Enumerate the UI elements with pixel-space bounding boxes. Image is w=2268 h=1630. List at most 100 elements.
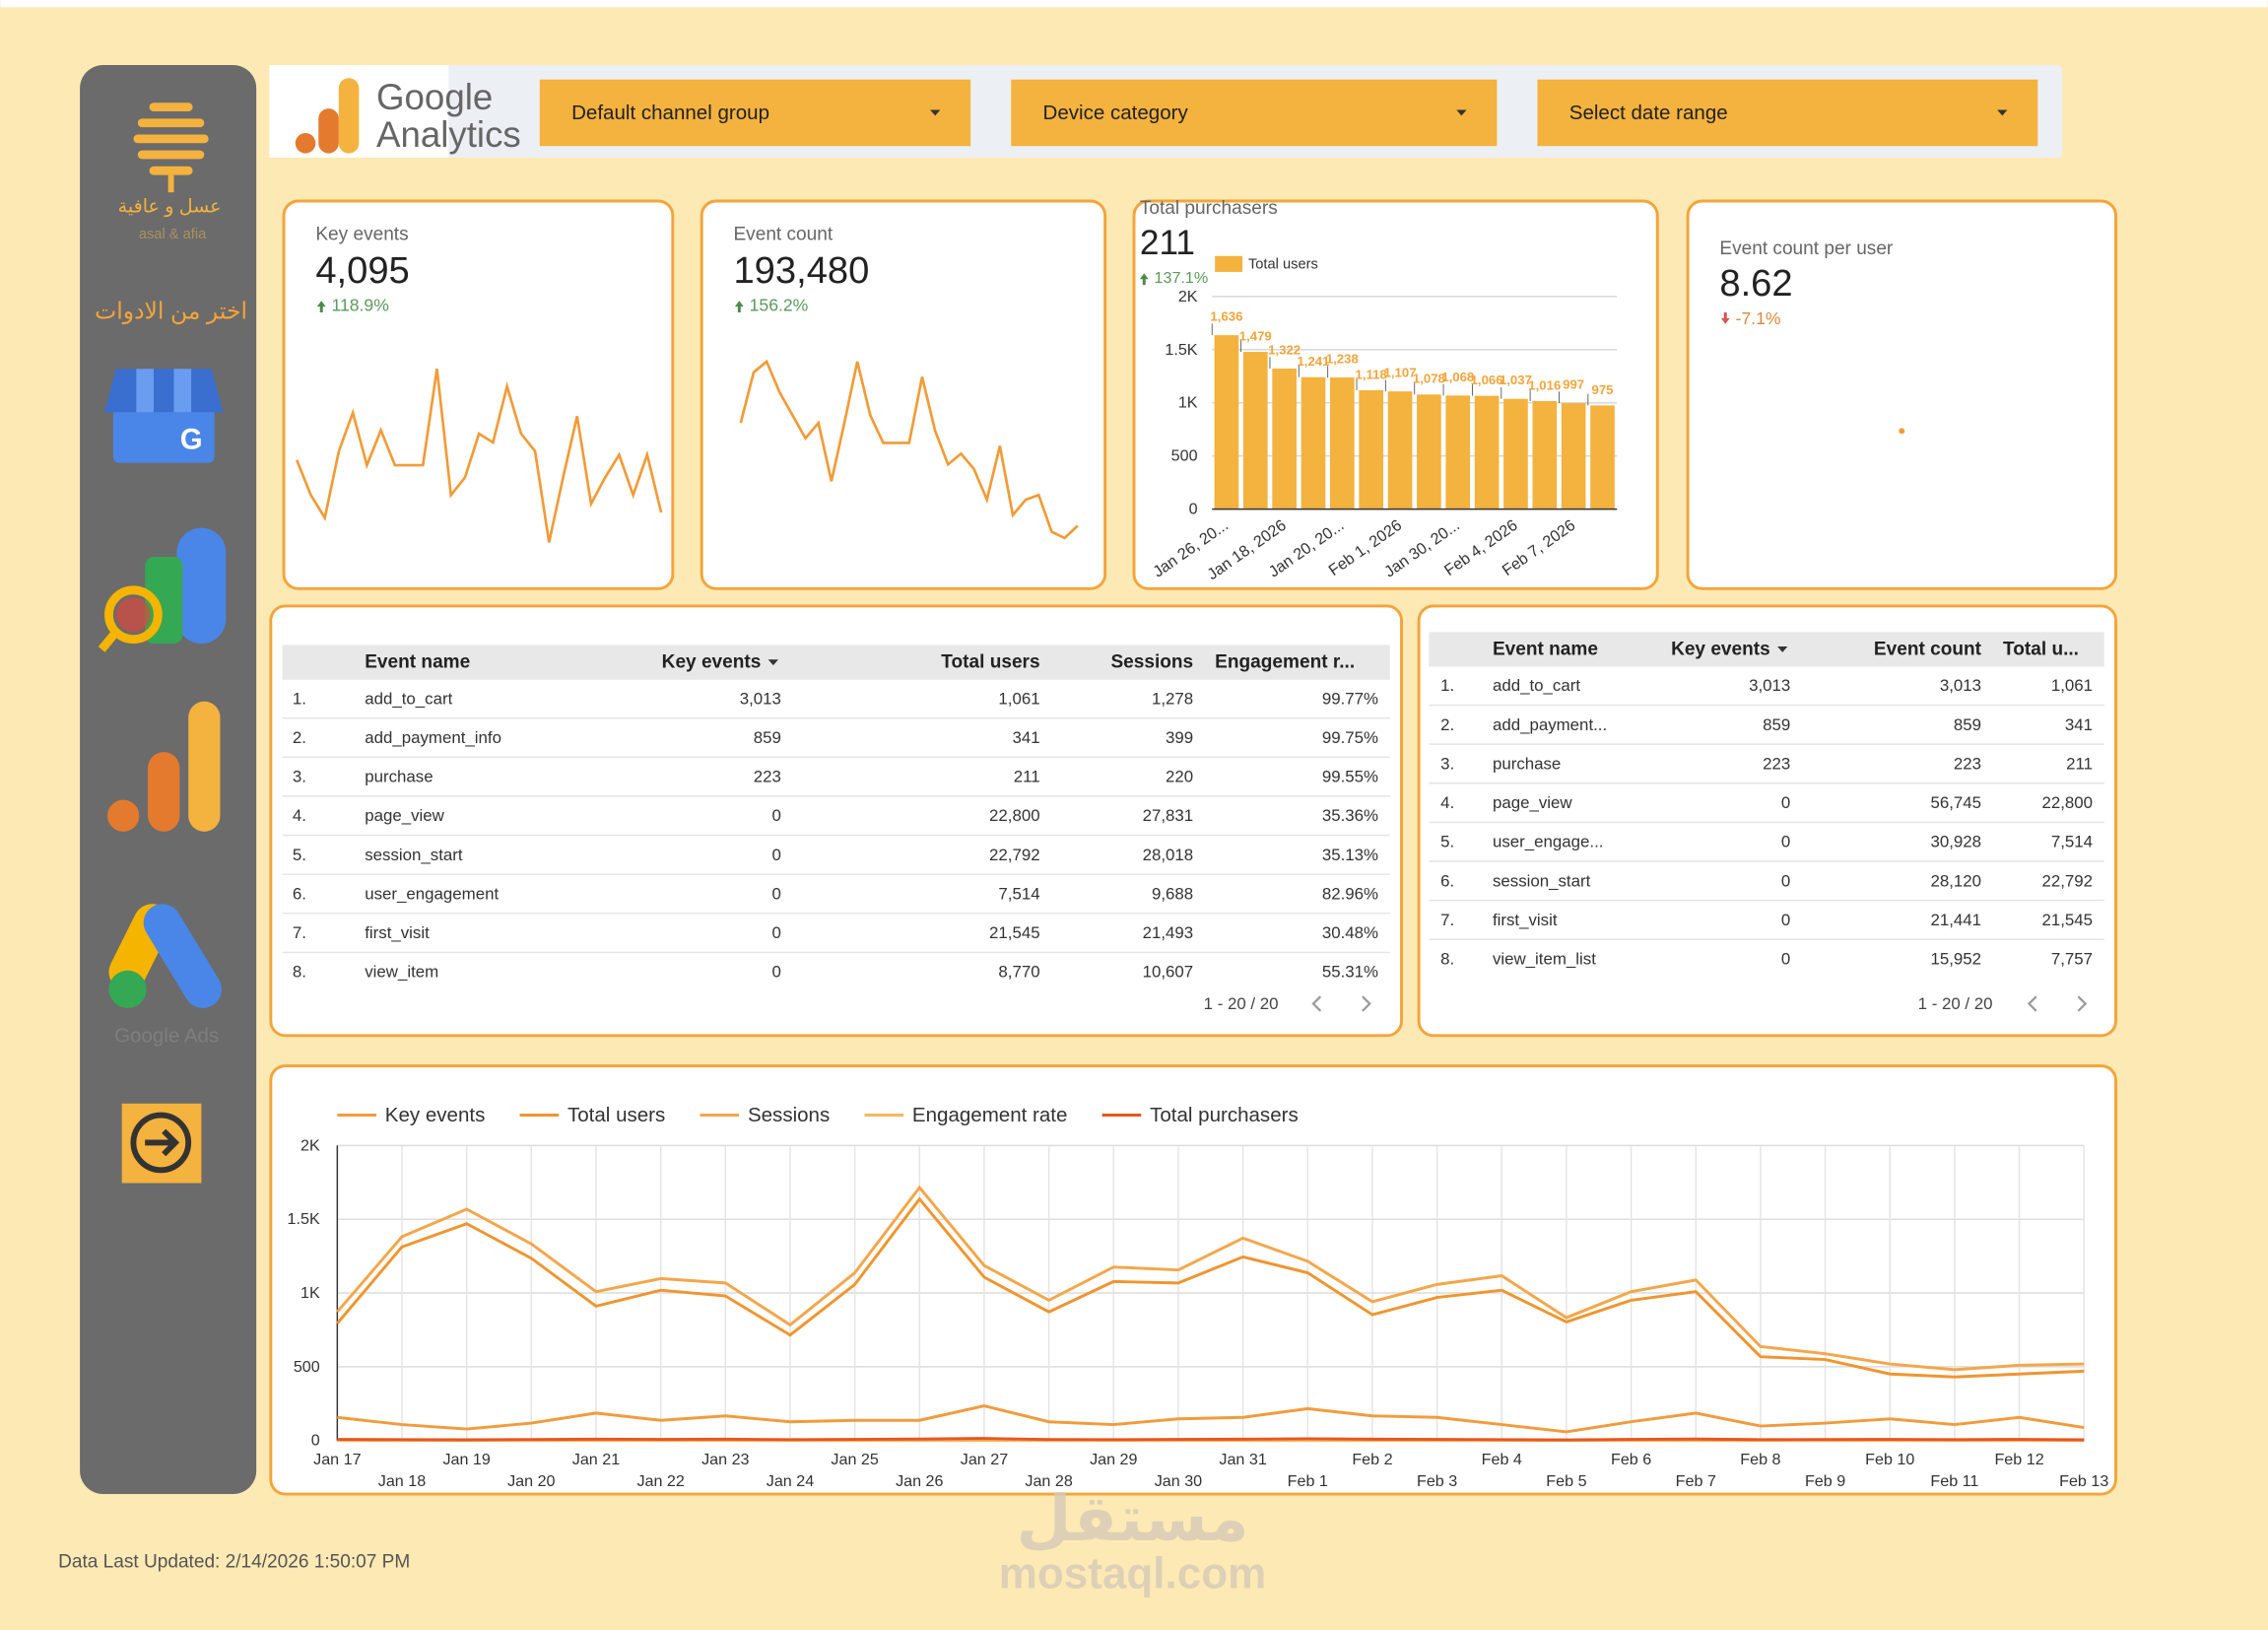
table-cell: 15,952 xyxy=(1930,950,1981,969)
bar xyxy=(1562,403,1586,509)
scorecard-value: 8.62 xyxy=(1719,262,1792,305)
row-index: 5. xyxy=(1440,833,1454,851)
y-tick-label: 0 xyxy=(311,1432,320,1450)
row-index: 6. xyxy=(293,884,306,903)
table-cell: 1,061 xyxy=(998,689,1039,708)
table-cell: 21,545 xyxy=(989,923,1040,942)
y-tick-label: 500 xyxy=(1171,447,1198,465)
table-cell: 7,514 xyxy=(998,884,1039,903)
x-tick-label: Feb 13 xyxy=(2059,1472,2108,1490)
brand-arabic: عسل و عافية xyxy=(118,196,222,217)
next-button[interactable] xyxy=(122,1104,202,1184)
table-cell: 55.31% xyxy=(1322,963,1378,982)
legend-label[interactable]: Key events xyxy=(385,1104,486,1126)
column-header[interactable]: Total users xyxy=(941,652,1039,673)
table-cell: add_payment_info xyxy=(365,728,501,747)
table-cell: 399 xyxy=(1166,728,1193,747)
table-cell: session_start xyxy=(365,846,463,864)
row-index: 4. xyxy=(1440,793,1454,812)
table-cell: 35.36% xyxy=(1322,806,1378,825)
x-tick-label: Jan 25 xyxy=(831,1451,878,1468)
bar xyxy=(1475,396,1500,509)
x-tick-label: Jan 20 xyxy=(507,1472,555,1490)
column-header[interactable]: Sessions xyxy=(1110,652,1193,673)
brand-english: asal & afia xyxy=(139,227,207,242)
x-tick-label: Jan 22 xyxy=(636,1472,684,1490)
table-cell: purchase xyxy=(1493,754,1561,773)
dot xyxy=(1899,428,1904,434)
table-cell: 0 xyxy=(772,884,781,903)
legend-label[interactable]: Total purchasers xyxy=(1150,1104,1299,1126)
watermark-arabic: مستقل xyxy=(1016,1483,1248,1554)
y-tick-label: 1K xyxy=(1178,394,1198,412)
table-cell: 30.48% xyxy=(1322,923,1378,942)
scorecard-label: Event count xyxy=(733,224,833,244)
table-cell: page_view xyxy=(1493,793,1572,812)
y-tick-label: 2K xyxy=(300,1136,320,1154)
table-cell: view_item xyxy=(365,963,438,982)
pagination: 1 - 20 / 20 xyxy=(1918,994,1993,1013)
svg-text:G: G xyxy=(180,424,203,456)
column-header[interactable]: Key events xyxy=(662,652,762,673)
legend-label[interactable]: Total users xyxy=(567,1104,665,1126)
table-cell: 0 xyxy=(772,846,781,864)
table-cell: add_to_cart xyxy=(365,689,452,708)
table-cell: 3,013 xyxy=(740,689,781,708)
x-tick-label: Feb 12 xyxy=(1994,1451,2043,1468)
table-cell: 1,278 xyxy=(1152,689,1193,708)
value-label: 1,037 xyxy=(1500,373,1532,387)
x-tick-label: Feb 8 xyxy=(1740,1451,1780,1468)
table-cell: 1,061 xyxy=(2051,676,2093,695)
row-index: 6. xyxy=(1440,871,1454,890)
column-header[interactable]: Event name xyxy=(365,652,470,673)
table-cell: 30,928 xyxy=(1930,833,1981,851)
value-label: 1,078 xyxy=(1413,372,1445,386)
column-header[interactable]: Key events xyxy=(1671,639,1770,659)
value-label: 1,636 xyxy=(1210,309,1242,324)
series-line xyxy=(337,1439,2084,1440)
scorecard-change: 118.9% xyxy=(331,296,389,315)
table-cell: session_start xyxy=(1493,871,1591,890)
x-tick-label: Feb 2 xyxy=(1352,1451,1392,1468)
table-cell: 859 xyxy=(1954,715,1981,734)
y-tick-label: 0 xyxy=(1189,501,1198,518)
bar xyxy=(1330,377,1355,509)
table-cell: 8,770 xyxy=(998,963,1039,982)
table-cell: 22,792 xyxy=(2041,871,2093,890)
last-updated: Data Last Updated: 2/14/2026 1:50:07 PM xyxy=(58,1552,410,1573)
value-label: 975 xyxy=(1591,382,1613,397)
legend-label[interactable]: Sessions xyxy=(748,1104,830,1126)
column-header[interactable]: Total u... xyxy=(2003,639,2079,659)
table-cell: first_visit xyxy=(1493,911,1558,929)
column-header[interactable]: Event name xyxy=(1493,639,1598,659)
filter-label: Select date range xyxy=(1569,102,1728,124)
table-cell: 0 xyxy=(1781,911,1790,929)
table-cell: 223 xyxy=(1954,754,1981,773)
legend-label[interactable]: Total users xyxy=(1248,257,1318,273)
x-tick-label: Jan 17 xyxy=(313,1451,361,1468)
top-strip xyxy=(0,0,2267,7)
column-header[interactable]: Engagement r... xyxy=(1215,652,1355,673)
y-tick-label: 500 xyxy=(294,1358,320,1376)
table-cell: 56,745 xyxy=(1930,793,1981,812)
google-business-icon[interactable]: G xyxy=(104,369,223,462)
x-tick-label: Feb 5 xyxy=(1546,1472,1586,1490)
value-label: 1,107 xyxy=(1384,366,1417,380)
column-header[interactable]: Event count xyxy=(1874,639,1982,659)
y-tick-label: 1K xyxy=(300,1284,320,1302)
x-tick-label: Jan 31 xyxy=(1219,1451,1266,1468)
value-label: 1,066 xyxy=(1471,373,1503,387)
row-index: 4. xyxy=(293,806,306,825)
x-tick-label: Jan 26 xyxy=(896,1472,943,1490)
table-cell: 21,441 xyxy=(1930,911,1981,929)
table-cell: 27,831 xyxy=(1143,806,1194,825)
table-cell: 35.13% xyxy=(1322,846,1378,864)
legend-label[interactable]: Engagement rate xyxy=(912,1104,1068,1126)
value-label: 1,118 xyxy=(1356,367,1387,381)
x-tick-label: Jan 21 xyxy=(572,1451,620,1468)
scorecard-label: Event count per user xyxy=(1719,238,1894,259)
table-cell: 0 xyxy=(1781,833,1790,851)
bar xyxy=(1417,394,1441,509)
table-cell: 0 xyxy=(1781,793,1790,812)
